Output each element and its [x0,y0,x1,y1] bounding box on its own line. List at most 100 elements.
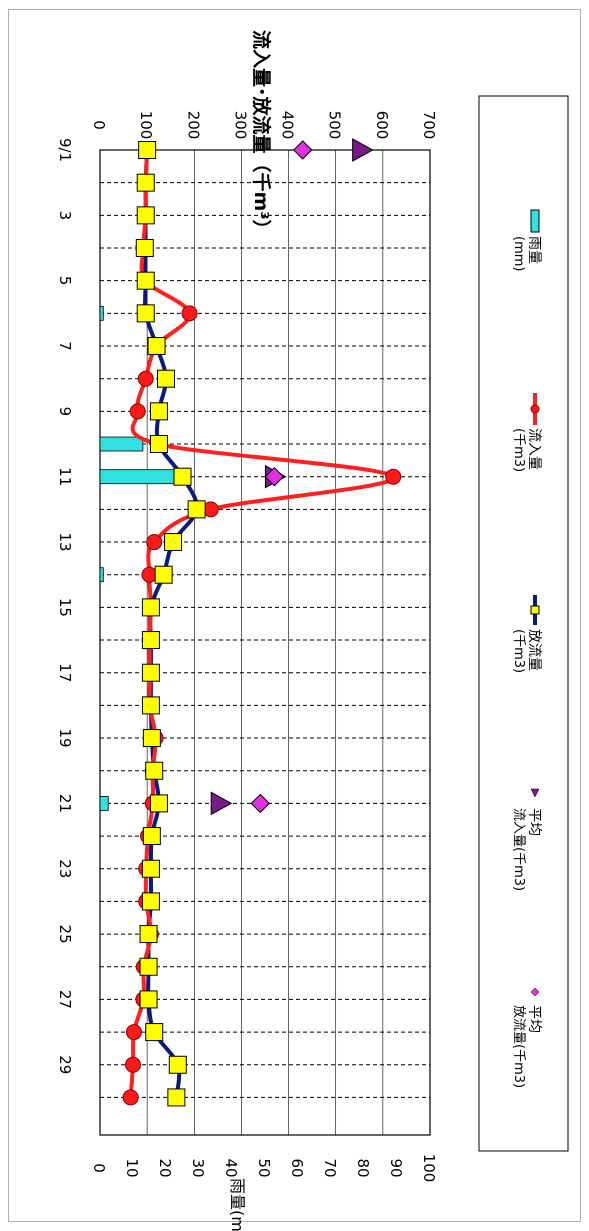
outflow-point [167,1088,186,1107]
inflow-line [128,149,396,1098]
outflow-point [142,827,161,846]
flow-tick-label: 300 [231,111,249,140]
outflow-point [138,141,157,159]
outflow-line [142,149,199,1098]
rain-tick-label: 20 [156,1158,174,1177]
rain-tick-label: 0 [90,1163,108,1173]
legend-avg-inflow-label: 平均 [526,808,542,836]
outflow-point [145,1023,164,1042]
avg-inflow-point [352,138,374,162]
day-tick-label: 23 [56,859,74,878]
flow-tick-label: 100 [137,111,155,140]
outflow-point [141,598,160,617]
rain-tick-label: 30 [189,1158,207,1177]
outflow-point [157,369,175,388]
rain-tick-label: 60 [288,1158,306,1177]
outflow-point [141,663,160,682]
outflow-point [136,173,155,192]
avg-outflow-point [250,793,270,814]
legend-avg-outflow-label: 平均 [526,1005,542,1033]
chart-frame [8,9,581,1222]
series-markers [122,138,402,1107]
outflow-point [135,239,154,258]
outflow-point [141,696,160,715]
legend-avg-outflow-unit: 放流量(千m3) [511,1005,526,1088]
outflow-point [147,337,166,356]
legend-avg-inflow-marker [530,788,540,798]
legend-rain-unit: (mm) [511,236,526,271]
outflow-point [149,402,168,421]
flow-tick-label: 500 [326,111,344,140]
flow-tick-label: 0 [90,120,108,130]
day-tick-label: 27 [56,990,74,1009]
outflow-point [168,1055,187,1074]
outflow-point [145,761,164,780]
day-tick-label: 9 [56,407,74,417]
outflow-point [136,304,155,323]
day-tick-label: 5 [56,276,74,286]
day-tick-label: 3 [56,211,74,221]
flow-tick-label: 400 [279,111,297,140]
outflow-point [141,859,160,878]
tick-labels: 0 100 200 300 400 500 600 700 0 10 20 30 40 50 60 70 80 9… [56,111,438,1183]
day-tick-label: 7 [56,341,74,351]
day-tick-label: 15 [56,598,74,617]
day-tick-label: 25 [56,925,74,944]
legend-inflow-label: 流入量 [526,428,542,470]
legend: 雨量(mm)流入量(千m3)放流量(千m3)平均流入量(千m3)平均放流量(千m… [511,209,542,1088]
inflow-point [125,1056,141,1073]
outflow-point [141,892,160,911]
rain-tick-label: 40 [222,1158,240,1177]
outflow-point [164,533,183,552]
series-lines [128,149,396,1098]
outflow-point [149,435,168,454]
flow-tick-label: 600 [373,111,391,140]
legend-inflow-unit: (千m3) [511,428,526,472]
legend-outflow-marker [530,605,540,615]
rain-bar [99,469,180,485]
plot-area [99,149,431,1136]
outflow-point [187,500,206,519]
rain-tick-label: 70 [321,1158,339,1177]
outflow-point [154,565,173,584]
outflow-point [173,467,192,486]
rain-tick-label: 50 [255,1158,273,1177]
outflow-point [136,206,155,225]
legend-rain-symbol [530,209,540,233]
inflow-point [137,370,154,387]
day-tick-label: 17 [56,663,74,682]
day-tick-label: 13 [56,532,74,551]
inflow-point [146,534,163,551]
grid-lines [100,150,430,1135]
outflow-point [149,794,168,813]
rain-bar [99,567,104,583]
outflow-point [136,271,155,290]
avg-outflow-point [264,466,285,487]
rain-bars [99,305,180,811]
legend-rain-label: 雨量 [526,236,542,264]
outflow-point [141,631,160,650]
inflow-point [181,305,198,322]
flow-tick-label: 700 [420,111,438,140]
rain-tick-label: 10 [123,1158,141,1177]
rain-tick-label: 100 [420,1154,438,1183]
rain-tick-label: 90 [387,1158,405,1177]
inflow-point [129,403,146,420]
inflow-point [125,1024,142,1041]
avg-outflow-point [293,140,313,160]
day-tick-label: 19 [56,729,74,748]
rain-bar [99,436,144,452]
flow-tick-label: 200 [184,111,202,140]
outflow-point [139,990,158,1009]
avg-inflow-point [210,791,233,816]
legend-outflow-unit: (千m3) [511,629,526,673]
legend-inflow-marker [530,404,540,414]
day-tick-label: 9/1 [56,138,74,162]
outflow-point [142,729,161,748]
legend-avg-outflow-marker [530,987,540,997]
rain-tick-label: 80 [354,1158,372,1177]
legend-outflow-label: 放流量 [526,629,542,671]
rain-axis-label: 雨量(mm) [228,1178,247,1231]
day-tick-label: 21 [56,794,74,813]
